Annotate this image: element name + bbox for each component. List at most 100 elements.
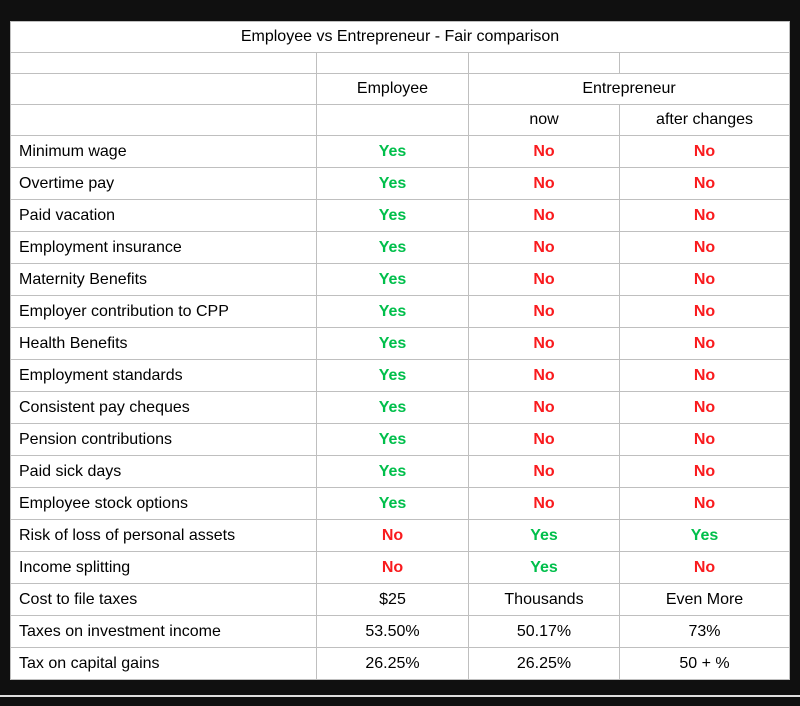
value-cell-employee: No [316,551,469,584]
subheader-blank-cell [316,104,469,136]
value-cell-employee: Yes [316,263,469,296]
spacer-row [10,52,791,74]
value-cell-now: No [468,391,620,424]
spacer-cell [618,52,791,74]
value-cell-employee: No [316,519,469,552]
row-label: Employment insurance [10,231,317,264]
value-cell-now: No [468,295,620,328]
table-row: Pension contributions Yes No No [10,423,791,456]
header-blank-cell [10,73,317,105]
value-cell-employee: Yes [316,423,469,456]
table-row: Employer contribution to CPP Yes No No [10,295,791,328]
value-cell-after-changes: No [618,455,791,488]
table-row: Employment insurance Yes No No [10,231,791,264]
row-label: Risk of loss of personal assets [10,519,317,552]
table-row: Minimum wage Yes No No [10,135,791,168]
row-label: Income splitting [10,551,317,584]
value-cell-employee: Yes [316,231,469,264]
subheader-blank-cell [10,104,317,136]
value-cell-now: No [468,263,620,296]
header-entrepreneur: Entrepreneur [467,73,791,105]
value-cell-now: No [468,359,620,392]
value-cell-after-changes: No [618,199,791,232]
value-cell-employee: $25 [316,583,469,616]
value-cell-after-changes: No [618,231,791,264]
value-cell-now: Yes [468,519,620,552]
value-cell-now: No [468,327,620,360]
value-cell-now: Yes [468,551,620,584]
row-label: Employment standards [10,359,317,392]
value-cell-after-changes: No [618,391,791,424]
value-cell-after-changes: No [618,135,791,168]
table-row: Tax on capital gains 26.25% 26.25% 50 + % [10,647,791,680]
subheader-row: now after changes [10,104,791,136]
table-row: Employment standards Yes No No [10,359,791,392]
table-title: Employee vs Entrepreneur - Fair comparis… [9,21,791,53]
value-cell-after-changes: No [618,423,791,456]
table-row: Overtime pay Yes No No [10,167,791,200]
row-label: Cost to file taxes [10,583,317,616]
value-cell-employee: Yes [316,135,469,168]
value-cell-after-changes: No [618,167,791,200]
value-cell-now: No [468,167,620,200]
comparison-table-container: Employee vs Entrepreneur - Fair comparis… [9,21,791,680]
subheader-now: now [468,104,620,136]
value-cell-after-changes: Even More [618,583,791,616]
value-cell-after-changes: No [618,487,791,520]
table-row: Employee stock options Yes No No [10,487,791,520]
value-cell-employee: Yes [316,391,469,424]
value-cell-after-changes: No [618,263,791,296]
header-employee: Employee [316,73,469,105]
row-label: Minimum wage [10,135,317,168]
value-cell-now: No [468,231,620,264]
row-label: Pension contributions [10,423,317,456]
value-cell-after-changes: 73% [618,615,791,648]
comparison-table: Employee vs Entrepreneur - Fair comparis… [9,21,791,680]
table-row: Paid sick days Yes No No [10,455,791,488]
row-label: Tax on capital gains [10,647,317,680]
value-cell-employee: Yes [316,487,469,520]
table-row: Maternity Benefits Yes No No [10,263,791,296]
value-cell-employee: 26.25% [316,647,469,680]
value-cell-after-changes: No [618,295,791,328]
spacer-cell [468,52,620,74]
row-label: Paid sick days [10,455,317,488]
value-cell-after-changes: No [618,359,791,392]
table-row: Cost to file taxes $25 Thousands Even More [10,583,791,616]
value-cell-employee: Yes [316,359,469,392]
table-row: Health Benefits Yes No No [10,327,791,360]
value-cell-employee: Yes [316,199,469,232]
row-label: Overtime pay [10,167,317,200]
value-cell-now: 50.17% [468,615,620,648]
row-label: Employer contribution to CPP [10,295,317,328]
row-label: Consistent pay cheques [10,391,317,424]
table-body: Minimum wage Yes No No Overtime pay Yes No No Pa… [10,135,791,680]
value-cell-employee: Yes [316,295,469,328]
value-cell-now: No [468,423,620,456]
value-cell-after-changes: No [618,551,791,584]
header-row: Employee Entrepreneur [10,73,791,105]
value-cell-now: 26.25% [468,647,620,680]
table-row: Income splitting No Yes No [10,551,791,584]
value-cell-employee: Yes [316,455,469,488]
value-cell-now: No [468,455,620,488]
value-cell-employee: 53.50% [316,615,469,648]
row-label: Health Benefits [10,327,317,360]
table-row: Consistent pay cheques Yes No No [10,391,791,424]
value-cell-now: No [468,135,620,168]
table-row: Paid vacation Yes No No [10,199,791,232]
row-label: Taxes on investment income [10,615,317,648]
table-row: Taxes on investment income 53.50% 50.17% 73… [10,615,791,648]
value-cell-now: No [468,487,620,520]
value-cell-now: No [468,199,620,232]
title-row: Employee vs Entrepreneur - Fair comparis… [9,21,791,53]
value-cell-after-changes: Yes [618,519,791,552]
row-label: Paid vacation [10,199,317,232]
value-cell-employee: Yes [316,327,469,360]
subheader-after-changes: after changes [618,104,791,136]
row-label: Maternity Benefits [10,263,317,296]
row-label: Employee stock options [10,487,317,520]
spacer-cell [316,52,469,74]
spacer-cell [10,52,317,74]
